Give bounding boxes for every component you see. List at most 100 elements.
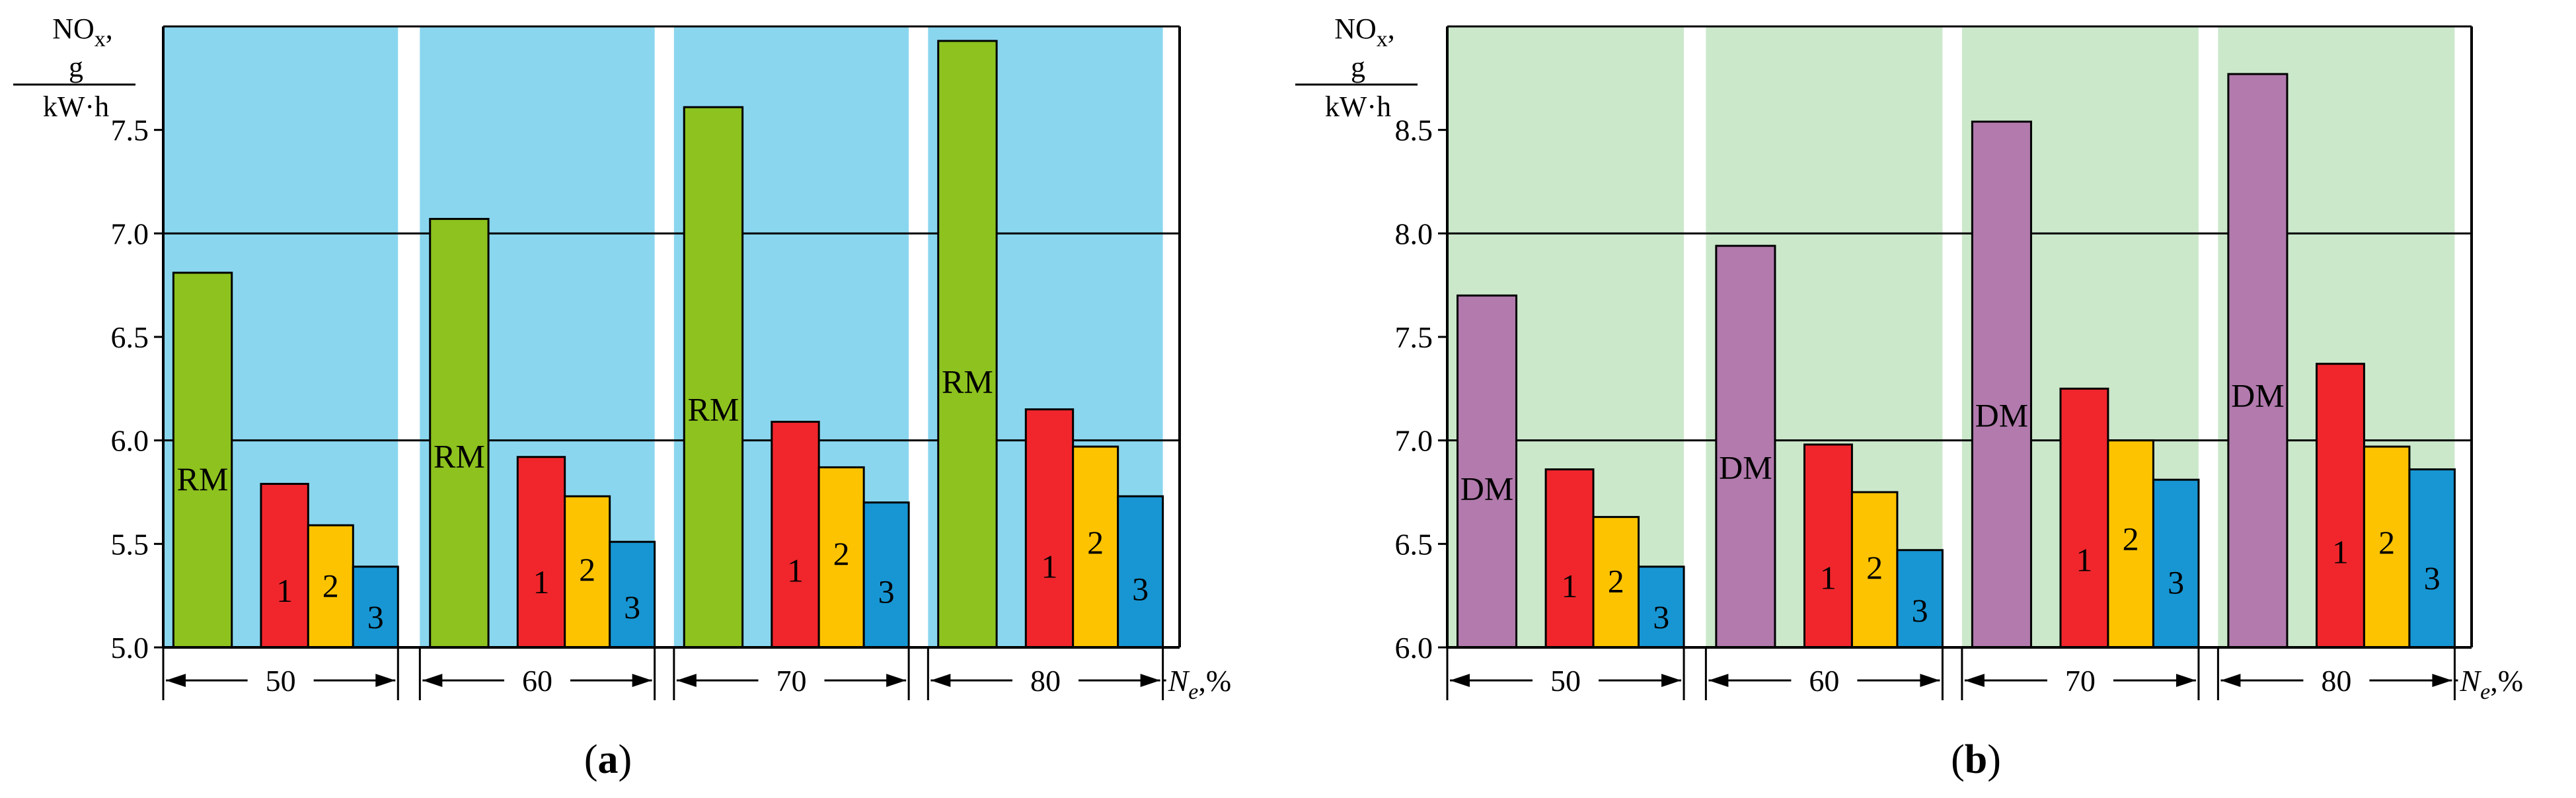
bar-3-80 — [2408, 468, 2456, 649]
category-arrowhead-left-60 — [422, 674, 443, 687]
bar-label-3-50: 3 — [1653, 598, 1669, 635]
bar-label-2-50: 2 — [1608, 562, 1624, 599]
x-tick-label-70: 70 — [776, 664, 806, 698]
bar-label-2-80: 2 — [1087, 524, 1104, 561]
category-arrowhead-left-80 — [2220, 674, 2241, 687]
category-arrowhead-left-70 — [1964, 674, 1985, 687]
bar-label-3-70: 3 — [878, 573, 895, 610]
bar-3-70 — [862, 501, 910, 649]
category-arrowhead-left-50 — [166, 674, 186, 687]
x-axis-label: Ne,% — [2459, 664, 2523, 704]
bar-rm-50 — [172, 272, 233, 649]
bar-label-3-80: 3 — [2424, 560, 2441, 597]
bar-label-1-60: 1 — [1820, 560, 1837, 597]
y-tick-label-5-5: 5.5 — [111, 527, 149, 561]
panel-label-b: (b) — [1951, 737, 2001, 782]
bar-2-80 — [1072, 445, 1119, 649]
panel-label-a: (a) — [584, 737, 632, 782]
category-arrowhead-right-50 — [375, 674, 396, 687]
y-axis-label-denominator: kW·h — [43, 91, 109, 123]
x-axis-label: Ne,% — [1168, 664, 1232, 704]
bar-1-70 — [2059, 387, 2109, 649]
bar-label-1-70: 1 — [2076, 542, 2092, 579]
bar-1-80 — [2315, 363, 2365, 649]
bar-dm-80 — [2227, 73, 2289, 649]
category-arrowhead-left-80 — [930, 674, 951, 687]
bar-label-2-70: 2 — [833, 535, 850, 572]
bar-label-3-60: 3 — [624, 589, 640, 626]
bar-1-70 — [771, 420, 820, 649]
bar-label-rm-70: RM — [688, 391, 739, 428]
y-tick-label-6-0: 6.0 — [1395, 631, 1433, 665]
bar-label-2-60: 2 — [579, 551, 595, 588]
bar-1-60 — [1803, 443, 1853, 649]
category-arrowhead-right-50 — [1661, 674, 1682, 687]
y-axis-label-numerator: g — [69, 51, 83, 83]
y-tick-label-7-5: 7.5 — [1395, 320, 1433, 354]
bar-3-60 — [609, 540, 656, 649]
x-tick-label-80: 80 — [1030, 664, 1061, 698]
y-tick-label-8-5: 8.5 — [1395, 114, 1433, 147]
y-tick-label-7-0: 7.0 — [1395, 424, 1433, 458]
y-tick-label-6-0: 6.0 — [111, 424, 149, 458]
y-tick-label-8-0: 8.0 — [1395, 217, 1433, 250]
bar-rm-60 — [429, 217, 490, 649]
y-axis-label-quantity: NOx, — [1334, 13, 1395, 52]
bar-3-80 — [1117, 495, 1164, 649]
bar-label-1-50: 1 — [1562, 567, 1578, 604]
bar-label-1-60: 1 — [533, 563, 549, 600]
x-tick-label-70: 70 — [2065, 664, 2096, 698]
y-tick-label-7-0: 7.0 — [111, 217, 149, 250]
bar-label-3-50: 3 — [367, 598, 384, 635]
y-tick-label-7-5: 7.5 — [111, 114, 149, 147]
category-arrowhead-right-70 — [2176, 674, 2196, 687]
category-arrowhead-right-60 — [1920, 674, 1940, 687]
y-tick-label-5-0: 5.0 — [111, 631, 149, 665]
y-tick-label-6-5: 6.5 — [111, 320, 149, 354]
y-tick-label-6-5: 6.5 — [1395, 527, 1433, 561]
bar-1-50 — [260, 482, 309, 649]
bar-label-3-80: 3 — [1132, 571, 1149, 608]
category-arrowhead-left-50 — [1450, 674, 1470, 687]
bar-label-dm-80: DM — [2231, 377, 2285, 414]
bar-label-1-50: 1 — [276, 572, 293, 609]
bar-label-2-80: 2 — [2378, 524, 2395, 561]
bar-2-70 — [2107, 439, 2154, 649]
bar-3-60 — [1896, 549, 1944, 649]
bar-3-50 — [1638, 565, 1685, 649]
category-arrowhead-left-70 — [676, 674, 697, 687]
category-arrowhead-right-80 — [1140, 674, 1160, 687]
bar-dm-50 — [1457, 294, 1518, 649]
bar-label-dm-50: DM — [1460, 470, 1514, 507]
category-arrowhead-right-60 — [632, 674, 652, 687]
bar-label-3-60: 3 — [1912, 592, 1928, 629]
bar-label-2-70: 2 — [2123, 521, 2139, 558]
x-tick-label-50: 50 — [266, 664, 296, 698]
bar-label-1-80: 1 — [1041, 548, 1057, 585]
bar-label-dm-60: DM — [1719, 449, 1772, 486]
bar-1-50 — [1544, 468, 1595, 649]
bar-label-rm-60: RM — [434, 438, 485, 475]
bar-label-3-70: 3 — [2168, 563, 2184, 600]
bar-label-2-60: 2 — [1866, 549, 1883, 586]
bar-1-60 — [516, 456, 566, 649]
bar-label-1-80: 1 — [2332, 534, 2349, 571]
bar-dm-60 — [1715, 244, 1776, 649]
x-tick-label-50: 50 — [1550, 664, 1581, 698]
category-arrowhead-right-70 — [886, 674, 907, 687]
bar-label-dm-70: DM — [1975, 397, 2029, 434]
bar-3-50 — [352, 565, 399, 649]
bar-label-2-50: 2 — [322, 567, 339, 604]
bar-rm-80 — [937, 40, 998, 649]
bar-2-60 — [1850, 491, 1899, 649]
bar-label-rm-50: RM — [177, 460, 229, 497]
bar-dm-70 — [1971, 120, 2032, 649]
y-axis-label-quantity: NOx, — [52, 13, 113, 52]
bar-1-80 — [1024, 408, 1075, 649]
bar-3-70 — [2152, 478, 2200, 649]
bar-2-80 — [2363, 445, 2411, 649]
category-arrowhead-right-80 — [2432, 674, 2452, 687]
bar-rm-70 — [683, 106, 744, 649]
